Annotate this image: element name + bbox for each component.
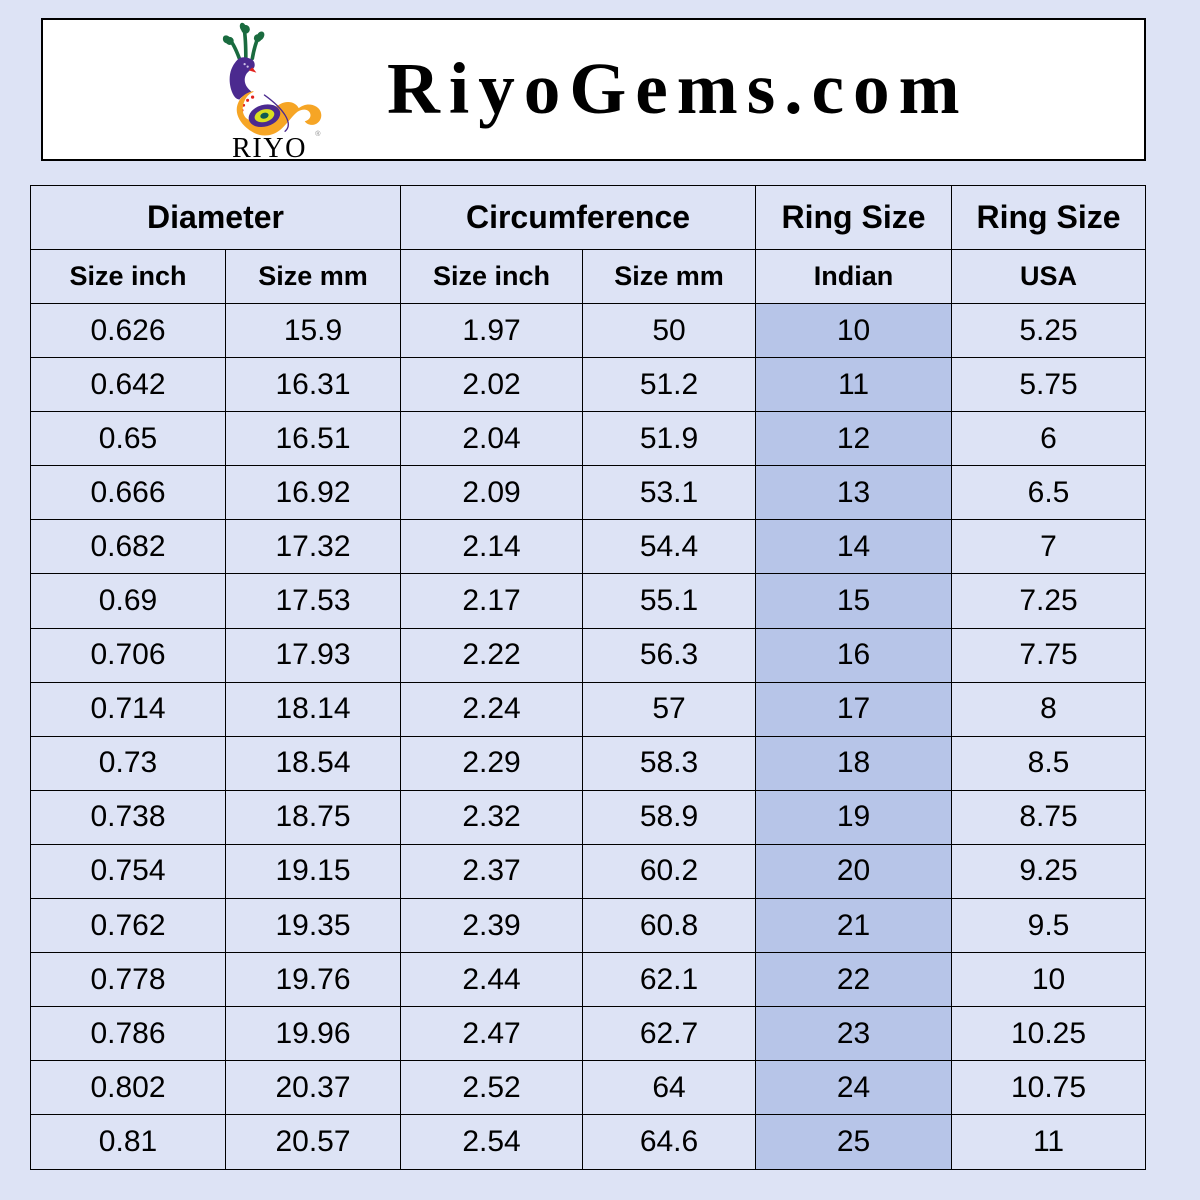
svg-text:®: ®: [315, 129, 321, 137]
svg-text:RIYO: RIYO: [232, 132, 307, 158]
